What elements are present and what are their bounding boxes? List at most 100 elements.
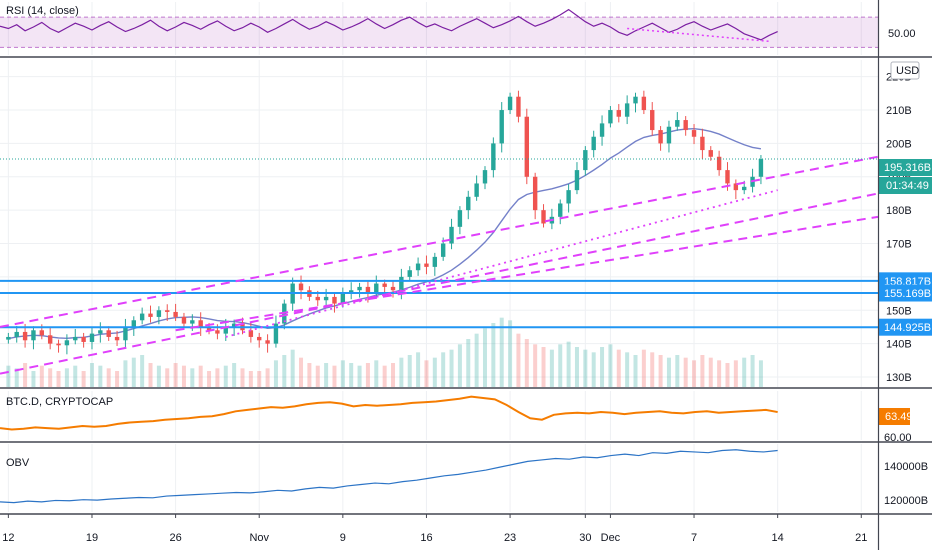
- volume-bar: [608, 344, 613, 387]
- candle-body: [532, 176, 538, 211]
- candle-body: [399, 276, 404, 291]
- rsi-line: [0, 8, 778, 41]
- candle-body: [349, 290, 354, 294]
- volume-bar: [73, 365, 78, 387]
- time-tick-label: Nov: [249, 532, 269, 544]
- volume-bar: [616, 349, 621, 387]
- volume-bar: [591, 352, 596, 387]
- volume-bar: [232, 363, 237, 387]
- volume-bar: [140, 355, 145, 387]
- candle-body: [248, 330, 254, 337]
- volume-bar: [449, 349, 454, 387]
- volume-bar: [432, 357, 437, 387]
- candle-body: [440, 243, 446, 257]
- last-price-tag-text: 195.316B: [884, 162, 931, 174]
- volume-bar: [165, 368, 170, 387]
- obv-panel: OBV 140000B 120000B: [0, 449, 928, 507]
- volume-bar: [725, 363, 730, 387]
- volume-bar: [48, 368, 53, 387]
- candle-body: [223, 326, 228, 334]
- volume-bar: [457, 344, 462, 387]
- volume-bar: [257, 371, 262, 387]
- candle-body: [173, 311, 178, 317]
- volume-bar: [240, 368, 245, 387]
- volume-bar: [407, 355, 412, 387]
- candle-body: [139, 313, 145, 321]
- currency-label: USD: [896, 65, 919, 77]
- volume-bar: [675, 355, 680, 387]
- candle-body: [215, 330, 220, 334]
- volume-bar: [692, 360, 697, 387]
- candle-body: [574, 170, 580, 191]
- candle-body: [624, 103, 630, 117]
- rsi-title: RSI (14, close): [6, 5, 79, 17]
- candle-body: [22, 331, 28, 341]
- rsi-trendline: [627, 27, 770, 43]
- volume-bar: [89, 363, 94, 387]
- candle-body: [432, 256, 438, 267]
- volume-bar: [399, 357, 404, 387]
- volume-bar: [391, 363, 396, 387]
- currency-button[interactable]: [890, 61, 920, 80]
- candle-body: [449, 226, 454, 244]
- candle-body: [742, 186, 747, 191]
- volume-bar: [558, 344, 563, 387]
- volume-bar: [131, 357, 136, 387]
- price-tick-label: 210B: [886, 105, 912, 117]
- volume-bar: [299, 357, 304, 387]
- candle-body: [716, 156, 722, 171]
- volume-bar: [566, 341, 571, 387]
- candle-body: [106, 330, 111, 337]
- candle-body: [708, 150, 713, 157]
- volume-bar: [173, 363, 178, 387]
- candle-body: [608, 110, 613, 124]
- volume-bar: [6, 365, 11, 387]
- obv-line: [0, 449, 778, 504]
- candle-body: [332, 296, 337, 304]
- horizontal-levels: [0, 279, 878, 329]
- rsi-band: [0, 17, 878, 48]
- candle-body: [683, 120, 688, 131]
- volume-bar: [81, 371, 86, 387]
- volume-bar: [273, 360, 278, 387]
- candle-body: [206, 326, 212, 331]
- candle-body: [190, 320, 195, 324]
- volume-bar: [290, 349, 295, 387]
- volume-bar: [641, 349, 646, 387]
- time-tick-label: 7: [691, 532, 697, 544]
- volume-bar: [625, 352, 630, 387]
- btc-dominance-title: BTC.D, CRYPTOCAP: [6, 396, 113, 408]
- volume-bar: [524, 339, 529, 387]
- candle-body: [457, 210, 463, 227]
- candle-body: [148, 313, 153, 317]
- level-tag: [879, 284, 932, 302]
- volume-bar: [115, 371, 120, 387]
- candle-body: [98, 330, 103, 334]
- btc-dominance-line: [0, 395, 778, 431]
- candle-body: [675, 120, 680, 127]
- volume-bar: [123, 360, 128, 387]
- candle-body: [407, 270, 412, 277]
- price-tick-label: 200B: [886, 138, 912, 150]
- volume-bar: [549, 349, 554, 387]
- candle-body: [415, 263, 421, 271]
- candle-body: [725, 170, 730, 184]
- candle-body: [39, 330, 45, 336]
- candle-body: [758, 159, 764, 177]
- candle-body: [374, 283, 379, 294]
- time-tick-label: 12: [2, 532, 14, 544]
- countdown-tag: [879, 177, 932, 194]
- volume-bar: [533, 344, 538, 387]
- candle-body: [323, 296, 329, 301]
- volume-bar: [466, 339, 471, 387]
- candle-body: [56, 343, 61, 346]
- volume-bar: [708, 357, 713, 387]
- candle-body: [733, 183, 739, 191]
- volume-bar: [700, 355, 705, 387]
- volume-bar: [31, 371, 36, 387]
- time-tick-label: 9: [340, 532, 346, 544]
- last-price-tag: [879, 159, 932, 176]
- candle-body: [516, 96, 521, 117]
- volume-bar: [39, 365, 44, 387]
- rising-trendline: [225, 189, 778, 338]
